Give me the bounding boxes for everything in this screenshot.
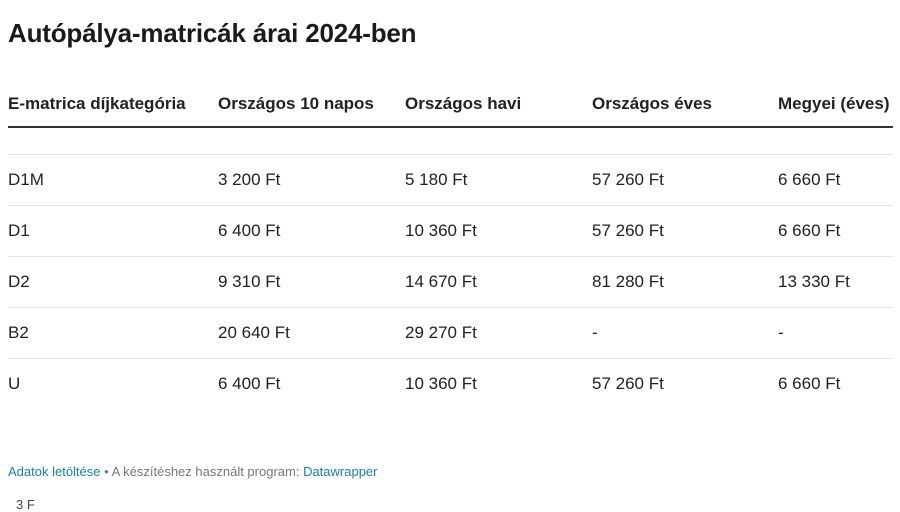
price-cell: 57 260 Ft (592, 154, 778, 206)
price-cell: 10 360 Ft (405, 205, 592, 257)
made-with-text: A készítéshez használt program: (111, 464, 304, 479)
price-cell: 81 280 Ft (592, 256, 778, 308)
price-cell: 5 180 Ft (405, 154, 592, 206)
price-cell: 6 660 Ft (778, 205, 893, 257)
price-cell: 6 400 Ft (218, 205, 405, 257)
price-cell: 29 270 Ft (405, 307, 592, 359)
table-spacer-row (8, 127, 893, 155)
table-header-row: E-matrica díjkategória Országos 10 napos… (8, 92, 893, 128)
datawrapper-link[interactable]: Datawrapper (303, 464, 378, 479)
download-data-link[interactable]: Adatok letöltése (8, 464, 101, 479)
table-row: B2 20 640 Ft 29 270 Ft - - (8, 307, 893, 359)
column-header[interactable]: Megyei (éves) (778, 92, 893, 128)
column-header[interactable]: Országos havi (405, 92, 592, 128)
price-cell: - (592, 307, 778, 359)
price-cell: 3 200 Ft (218, 154, 405, 206)
price-cell: 10 360 Ft (405, 374, 477, 393)
chart-footer: Adatok letöltése • A készítéshez használ… (8, 464, 378, 479)
price-cell: 9 310 Ft (218, 256, 405, 308)
chart-title: Autópálya-matricák árai 2024-ben (8, 18, 417, 48)
price-cell: 6 660 Ft (778, 374, 841, 393)
category-cell: B2 (8, 307, 218, 359)
column-header[interactable]: E-matrica díjkategória (8, 92, 218, 128)
price-cell: 13 330 Ft (778, 256, 893, 308)
table-row: D1M 3 200 Ft 5 180 Ft 57 260 Ft 6 660 Ft (8, 154, 893, 206)
category-cell: D2 (8, 256, 218, 308)
price-cell: - (778, 307, 893, 359)
footer-separator: • (100, 464, 112, 479)
table-row: D2 9 310 Ft 14 670 Ft 81 280 Ft 13 330 Ft (8, 256, 893, 308)
price-table: E-matrica díjkategória Országos 10 napos… (8, 92, 893, 409)
price-cell: 57 260 Ft (592, 205, 778, 257)
table-row: D1 6 400 Ft 10 360 Ft 57 260 Ft 6 660 Ft (8, 205, 893, 257)
price-cell: 57 260 Ft (592, 374, 664, 393)
price-cell: 14 670 Ft (405, 256, 592, 308)
price-cell: 6 660 Ft (778, 154, 893, 206)
category-cell: D1M (8, 154, 218, 206)
column-header[interactable]: Országos éves (592, 92, 778, 128)
category-cell: D1 (8, 205, 218, 257)
price-cell: 6 400 Ft (218, 374, 281, 393)
category-cell: U (8, 374, 21, 393)
price-cell: 20 640 Ft (218, 307, 405, 359)
column-header[interactable]: Országos 10 napos (218, 92, 405, 128)
table-row: U 6 400 Ft 10 360 Ft 57 260 Ft 6 660 Ft (8, 359, 893, 410)
